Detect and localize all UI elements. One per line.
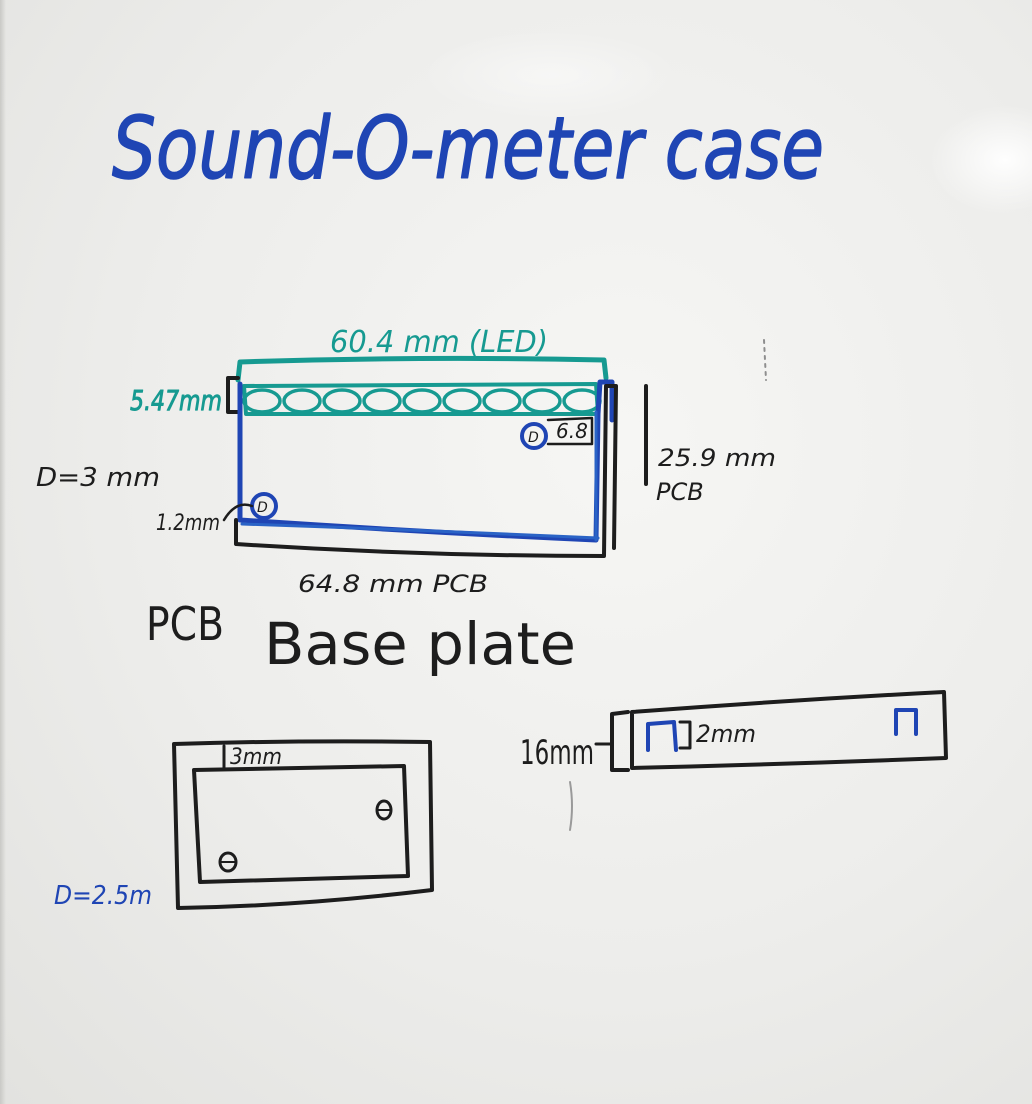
side-wall-drawing: 16mm 2mm	[520, 690, 948, 831]
led-4	[362, 388, 402, 414]
wall-thickness-label: 3mm	[230, 745, 282, 770]
board-frame-edge	[0, 0, 6, 1104]
base-plate-inner	[192, 764, 410, 884]
ghost-mark	[763, 339, 767, 381]
base-plate-drawing: Base plate 3mm D=2.5m	[54, 610, 576, 911]
pcb-height-label: 25.9 mm	[658, 444, 776, 472]
corner-note: 6.8	[556, 419, 588, 443]
led-5	[402, 388, 442, 414]
pcb-width-label: 64.8 mm PCB	[298, 570, 488, 598]
led-row	[242, 388, 602, 414]
pcb-inner-edge	[240, 522, 600, 540]
mounting-hole-top-right	[520, 422, 548, 450]
base-plate-outer	[172, 739, 434, 910]
pcb-drawing: 60.4 mm (LED) 5.47mm D 6.8 D 1.2mm D=3 m…	[36, 325, 776, 651]
led-8	[522, 388, 562, 414]
corner-bracket	[546, 416, 594, 446]
lip-left	[646, 720, 678, 752]
light-glare-faint	[420, 30, 680, 120]
led-6	[442, 388, 482, 414]
side-wall-outline	[630, 690, 948, 770]
led-width-bracket	[235, 355, 609, 383]
pcb-height-sublabel: PCB	[656, 478, 704, 506]
pcb-caption: PCB	[146, 597, 224, 651]
lip-label: 2mm	[696, 720, 756, 748]
led-height-label: 5.47mm	[130, 384, 222, 417]
led-7	[482, 388, 522, 414]
led-1	[242, 388, 282, 414]
led-3	[322, 388, 362, 414]
board-title: Sound-O-meter case	[112, 99, 824, 199]
hole-mark-bottom: D	[257, 500, 268, 516]
lip-right	[894, 708, 918, 736]
lip-bracket	[678, 720, 692, 750]
base-hole-diameter-label: D=2.5m	[54, 881, 152, 911]
led-height-bracket	[226, 376, 240, 414]
led-2	[282, 388, 322, 414]
stray-mark	[569, 781, 573, 831]
side-height-label: 16mm	[520, 733, 594, 773]
led-9	[562, 388, 602, 414]
hole-mark-d: D	[528, 430, 539, 446]
case-outline	[234, 384, 618, 558]
led-width-label: 60.4 mm (LED)	[330, 325, 548, 360]
base-plate-caption: Base plate	[264, 610, 576, 678]
side-height-bracket	[610, 710, 630, 772]
hole-offset-label: 1.2mm	[156, 511, 220, 536]
hole-offset-leader	[222, 503, 254, 522]
pcb-hole-diameter-label: D=3 mm	[36, 463, 160, 493]
